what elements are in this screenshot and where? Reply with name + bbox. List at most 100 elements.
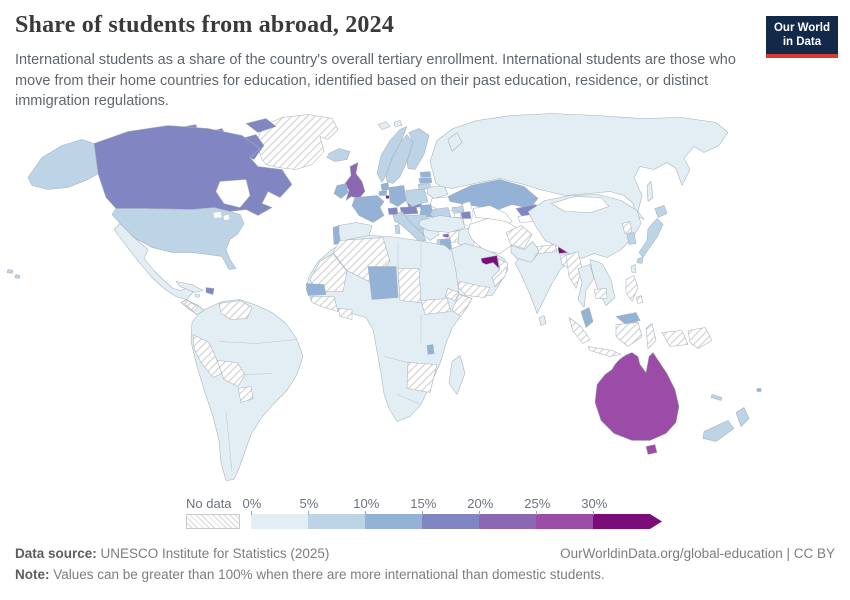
legend-tickmark bbox=[422, 511, 423, 515]
region-united-arab-emirates[interactable] bbox=[480, 255, 500, 269]
page-title: Share of students from abroad, 2024 bbox=[15, 12, 395, 38]
great-lakes bbox=[212, 211, 231, 221]
region-germany[interactable] bbox=[388, 185, 407, 207]
region-myanmar[interactable] bbox=[565, 251, 583, 289]
region-malaysia[interactable] bbox=[580, 307, 641, 328]
data-source: Data source: UNESCO Institute for Statis… bbox=[15, 546, 329, 561]
legend-tickmark bbox=[593, 511, 594, 515]
region-norway[interactable] bbox=[376, 126, 408, 183]
owid-link[interactable]: OurWorldinData.org/global-education | CC… bbox=[560, 546, 835, 561]
region-nepal[interactable] bbox=[536, 244, 558, 254]
region-china[interactable] bbox=[527, 194, 642, 259]
region-cuba[interactable] bbox=[175, 281, 204, 293]
region-iceland[interactable] bbox=[326, 148, 351, 162]
region-jamaica[interactable] bbox=[194, 294, 201, 298]
region-azerbaijan[interactable] bbox=[460, 211, 472, 219]
legend-bin-10-15[interactable] bbox=[365, 514, 422, 529]
legend-tick-10: 10% bbox=[353, 496, 380, 511]
region-cambodia[interactable] bbox=[593, 288, 608, 299]
region-turkey[interactable] bbox=[418, 215, 466, 233]
owid-logo-line1: Our World bbox=[773, 22, 830, 34]
footer-note-row: Note: Values can be greater than 100% wh… bbox=[15, 567, 835, 582]
region-madagascar[interactable] bbox=[448, 355, 466, 395]
legend-tickmark bbox=[479, 511, 480, 515]
region-switzerland[interactable] bbox=[387, 207, 399, 215]
legend-tick-25: 25% bbox=[524, 496, 551, 511]
region-peru[interactable] bbox=[192, 334, 223, 378]
region-united-states[interactable] bbox=[111, 207, 245, 270]
region-eritrea[interactable] bbox=[444, 288, 460, 301]
legend-bin-5-10[interactable] bbox=[308, 514, 365, 529]
region-estonia[interactable] bbox=[419, 171, 432, 178]
region-mongolia[interactable] bbox=[550, 196, 610, 213]
region-finland[interactable] bbox=[406, 128, 430, 170]
region-cyprus[interactable] bbox=[442, 233, 451, 238]
region-armenia[interactable] bbox=[453, 212, 462, 218]
region-latvia[interactable] bbox=[418, 177, 433, 184]
region-pakistan[interactable] bbox=[510, 241, 540, 264]
legend-bin-30-plus[interactable] bbox=[593, 514, 662, 529]
region-somalia[interactable] bbox=[451, 294, 473, 317]
region-venezuela[interactable] bbox=[218, 300, 253, 320]
region-russia[interactable] bbox=[377, 113, 729, 220]
hudson-bay bbox=[215, 179, 251, 208]
legend-no-data-swatch[interactable] bbox=[186, 514, 240, 529]
region-georgia[interactable] bbox=[451, 206, 465, 213]
region-indonesia[interactable] bbox=[568, 317, 689, 357]
region-north-korea[interactable] bbox=[621, 221, 633, 234]
legend-bin-0-5[interactable] bbox=[251, 514, 308, 529]
legend-tickmark bbox=[365, 511, 366, 515]
region-haiti-dominican-republic[interactable] bbox=[205, 287, 215, 295]
region-poland[interactable] bbox=[405, 188, 429, 207]
region-france[interactable] bbox=[351, 195, 385, 223]
legend-tick-15: 15% bbox=[410, 496, 437, 511]
legend-tick-5: 5% bbox=[299, 496, 319, 511]
region-hawaii[interactable] bbox=[6, 269, 21, 279]
region-paraguay[interactable] bbox=[237, 386, 254, 403]
region-fiji[interactable] bbox=[756, 388, 762, 392]
region-sri-lanka[interactable] bbox=[538, 315, 547, 326]
region-cote-divoire[interactable] bbox=[337, 308, 353, 320]
note-text: Values can be greater than 100% when the… bbox=[49, 567, 605, 582]
legend-ticks: 0% 5% 10% 15% 20% 25% 30% bbox=[243, 496, 671, 512]
region-luxembourg[interactable] bbox=[385, 195, 390, 199]
region-zambia-zimbabwe-mozambique[interactable] bbox=[406, 362, 438, 393]
region-senegal[interactable] bbox=[305, 283, 327, 296]
region-japan[interactable] bbox=[636, 205, 668, 264]
region-alaska[interactable] bbox=[27, 139, 99, 190]
region-laos-vietnam[interactable] bbox=[589, 259, 616, 306]
region-philippines[interactable] bbox=[625, 275, 644, 304]
legend-color-bar[interactable] bbox=[251, 511, 671, 529]
region-taiwan[interactable] bbox=[630, 264, 637, 273]
legend-bin-15-20[interactable] bbox=[422, 514, 479, 529]
region-papua-new-guinea[interactable] bbox=[687, 327, 713, 349]
region-netherlands[interactable] bbox=[380, 182, 390, 191]
legend-tickmark bbox=[251, 511, 252, 515]
region-south-korea[interactable] bbox=[626, 232, 637, 245]
region-niger[interactable] bbox=[367, 266, 399, 300]
region-belgium[interactable] bbox=[378, 190, 388, 196]
owid-logo-line2: in Data bbox=[782, 36, 822, 49]
region-oman[interactable] bbox=[491, 258, 509, 287]
region-south-sudan[interactable] bbox=[420, 298, 452, 315]
region-united-kingdom[interactable] bbox=[344, 162, 366, 201]
legend-bin-20-25[interactable] bbox=[479, 514, 536, 529]
region-bolivia[interactable] bbox=[216, 360, 246, 387]
region-australia[interactable] bbox=[594, 352, 680, 455]
region-thailand[interactable] bbox=[577, 264, 595, 308]
region-chad[interactable] bbox=[397, 268, 422, 303]
region-honduras-nicaragua[interactable] bbox=[184, 300, 199, 312]
region-new-zealand[interactable] bbox=[702, 407, 750, 442]
south-america-internal-borders bbox=[218, 339, 298, 472]
region-new-caledonia[interactable] bbox=[710, 394, 723, 401]
footer-source-row: Data source: UNESCO Institute for Statis… bbox=[15, 546, 835, 561]
legend-bin-25-30[interactable] bbox=[536, 514, 593, 529]
region-guinea[interactable] bbox=[310, 296, 339, 312]
region-rwanda-burundi[interactable] bbox=[426, 344, 435, 355]
legend-tickmark bbox=[308, 511, 309, 515]
region-iran[interactable] bbox=[467, 218, 519, 254]
owid-logo[interactable]: Our World in Data bbox=[765, 16, 838, 58]
region-afghanistan[interactable] bbox=[505, 225, 533, 249]
region-ireland[interactable] bbox=[333, 183, 349, 199]
legend-scale: 0% 5% 10% 15% 20% 25% 30% bbox=[243, 496, 671, 529]
